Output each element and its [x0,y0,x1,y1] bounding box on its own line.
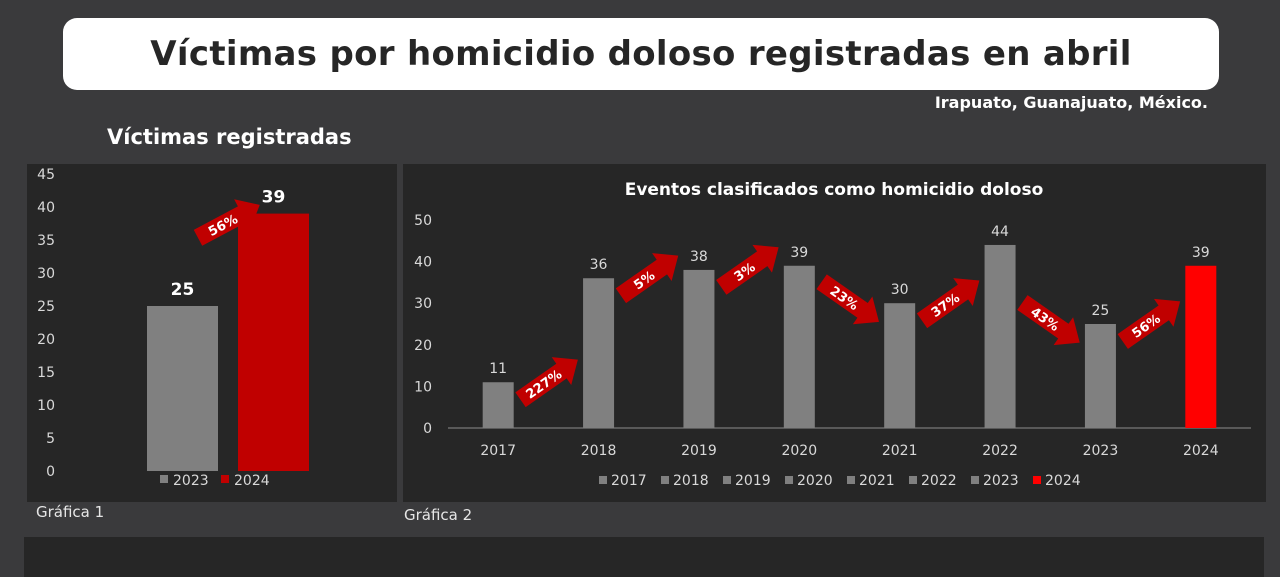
chart2-change-arrow: 56% [1117,298,1181,349]
bottom-panel [24,537,1264,577]
chart1-ytick-label: 45 [37,167,55,183]
chart2-caption: Gráfica 2 [404,506,473,524]
chart1-data-label: 25 [171,280,195,300]
chart2-legend-label: 2017 [611,473,647,489]
chart2-change-arrow-shape [816,274,879,325]
chart2-data-label: 30 [891,282,909,298]
chart2-legend-swatch [723,476,731,484]
chart1-legend-label: 2024 [234,473,270,489]
chart2-ytick-label: 10 [414,379,432,395]
chart2-legend-label: 2019 [735,473,771,489]
chart2-panel: Eventos clasificados como homicidio dolo… [403,164,1266,502]
chart2-xtick-label: 2024 [1183,443,1219,459]
chart1-panel: 0 5 10 15 20 25 30 35 40 45 25 39 56% 2023 2024 [27,164,397,502]
chart2-xtick-label: 2022 [982,443,1018,459]
chart1-data-label: 39 [262,188,286,208]
chart2-legend-label: 2018 [673,473,709,489]
chart2-change-arrow-shape [716,244,779,295]
chart2-ytick-label: 40 [414,255,432,271]
chart1-ytick-label: 15 [37,365,55,381]
chart2-data-label: 39 [1192,245,1210,261]
chart2-change-arrow-shape [1117,298,1181,349]
page-title: Víctimas por homicidio doloso registrada… [150,34,1132,74]
chart1-legend-swatch [221,475,229,483]
chart2-data-label: 36 [590,257,608,273]
chart2-legend-label: 2022 [921,473,957,489]
chart1-caption: Gráfica 1 [36,503,105,521]
chart2-data-label: 38 [690,249,708,265]
location-label: Irapuato, Guanajuato, México. [934,93,1208,112]
chart2-ytick-label: 20 [414,338,432,354]
chart1-change-arrow-shape [193,199,260,246]
chart2-ytick-label: 30 [414,296,432,312]
chart1-ytick-label: 35 [37,233,55,249]
chart2-xtick-label: 2023 [1083,443,1119,459]
chart2-legend-swatch [599,476,607,484]
chart2-ytick-label: 0 [423,421,432,437]
chart2-data-label: 25 [1092,303,1110,319]
chart2-bar-2018 [583,278,615,428]
chart2-change-arrow: 43% [1017,295,1080,346]
chart2-xtick-label: 2017 [480,443,516,459]
chart2-legend-swatch [909,476,917,484]
chart2-bar-2017 [482,382,514,428]
chart2-change-arrow: 23% [816,274,879,325]
chart1-ytick-label: 25 [37,299,55,315]
chart1-ytick-label: 5 [46,431,55,447]
chart2-data-label: 39 [790,245,808,261]
chart2-bar-2020 [783,265,815,428]
title-banner: Víctimas por homicidio doloso registrada… [63,18,1219,90]
chart1-legend-swatch [160,475,168,483]
chart1-ytick-label: 40 [37,200,55,216]
chart2-change-arrow-shape [615,253,679,304]
chart2-bar-2021 [884,303,916,428]
chart2-change-arrow: 227% [515,357,578,408]
chart2-data-label: 44 [991,224,1009,240]
chart2-data-label: 11 [489,361,507,377]
chart2-xtick-label: 2021 [882,443,918,459]
chart2-bar-2022 [984,244,1016,428]
chart1-ytick-label: 0 [46,464,55,480]
chart1-legend-label: 2023 [173,473,209,489]
chart2-legend-label: 2021 [859,473,895,489]
chart2-bar-2024 [1185,265,1217,428]
chart2-xtick-label: 2019 [681,443,717,459]
chart2-xtick-label: 2020 [781,443,817,459]
chart2-bar-2019 [683,269,715,428]
chart2-title: Eventos clasificados como homicidio dolo… [625,180,1044,200]
chart1-ytick-label: 10 [37,398,55,414]
chart1-ytick-label: 30 [37,266,55,282]
chart2-legend-swatch [971,476,979,484]
chart2-svg: Eventos clasificados como homicidio dolo… [414,180,1251,489]
chart1-bar-2023 [147,306,218,471]
chart2-change-arrow: 3% [716,244,779,295]
chart2-legend-swatch [847,476,855,484]
chart2-bar-2023 [1084,324,1116,428]
chart2-change-arrow: 37% [916,278,980,329]
chart2-change-arrow-shape [916,278,980,329]
section-subtitle: Víctimas registradas [107,125,352,149]
chart2-change-arrow-shape [1017,295,1080,346]
chart2-legend-label: 2023 [983,473,1019,489]
chart2-legend-swatch [1033,476,1041,484]
chart1-bar-2024 [238,213,309,471]
chart2-xtick-label: 2018 [581,443,617,459]
chart2-ytick-label: 50 [414,213,432,229]
chart2-legend-label: 2020 [797,473,833,489]
chart1-ytick-label: 20 [37,332,55,348]
chart2-legend-label: 2024 [1045,473,1081,489]
chart2-change-arrow: 5% [615,253,679,304]
chart2-legend-swatch [785,476,793,484]
chart2-change-arrow-shape [515,357,578,408]
chart2-legend-swatch [661,476,669,484]
